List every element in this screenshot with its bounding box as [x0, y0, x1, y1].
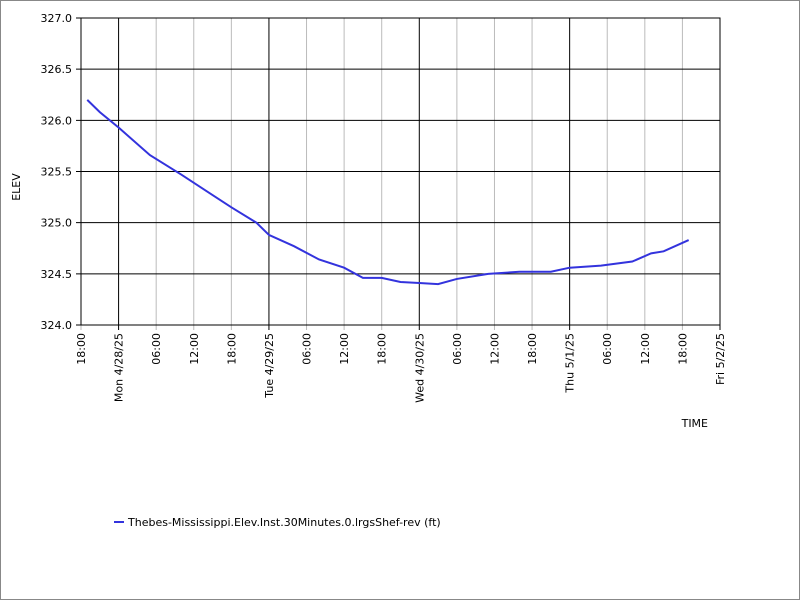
legend-label: Thebes-Mississippi.Elev.Inst.30Minutes.0… [127, 516, 441, 529]
x-tick-label: 12:00 [639, 333, 652, 365]
x-tick-label: 18:00 [376, 333, 389, 365]
x-tick-label: Mon 4/28/25 [113, 333, 126, 402]
y-tick-label: 327.0 [41, 12, 73, 25]
y-tick-label: 326.5 [41, 63, 73, 76]
x-tick-label: Tue 4/29/25 [263, 333, 276, 399]
x-tick-label: 18:00 [676, 333, 689, 365]
y-tick-label: 325.5 [41, 166, 73, 179]
x-tick-label: Wed 4/30/25 [413, 333, 426, 403]
plot-border [80, 17, 721, 326]
y-tick-label: 324.0 [41, 319, 73, 332]
x-tick-label: Thu 5/1/25 [564, 333, 577, 394]
y-axis-label: ELEV [10, 173, 23, 201]
x-tick-label: 06:00 [451, 333, 464, 365]
x-tick-label: 06:00 [601, 333, 614, 365]
x-tick-label: 18:00 [225, 333, 238, 365]
x-tick-label: 12:00 [188, 333, 201, 365]
x-tick-label: Fri 5/2/25 [714, 333, 727, 385]
x-tick-label: 18:00 [75, 333, 88, 365]
y-tick-label: 326.0 [41, 114, 73, 127]
x-axis-label: TIME [681, 417, 708, 430]
x-tick-label: 06:00 [301, 333, 314, 365]
y-tick-label: 324.5 [41, 268, 73, 281]
x-tick-label: 12:00 [488, 333, 501, 365]
y-tick-label: 325.0 [41, 217, 73, 230]
x-tick-label: 06:00 [150, 333, 163, 365]
data-line [86, 99, 690, 286]
x-tick-label: 12:00 [338, 333, 351, 365]
x-tick-label: 18:00 [526, 333, 539, 365]
